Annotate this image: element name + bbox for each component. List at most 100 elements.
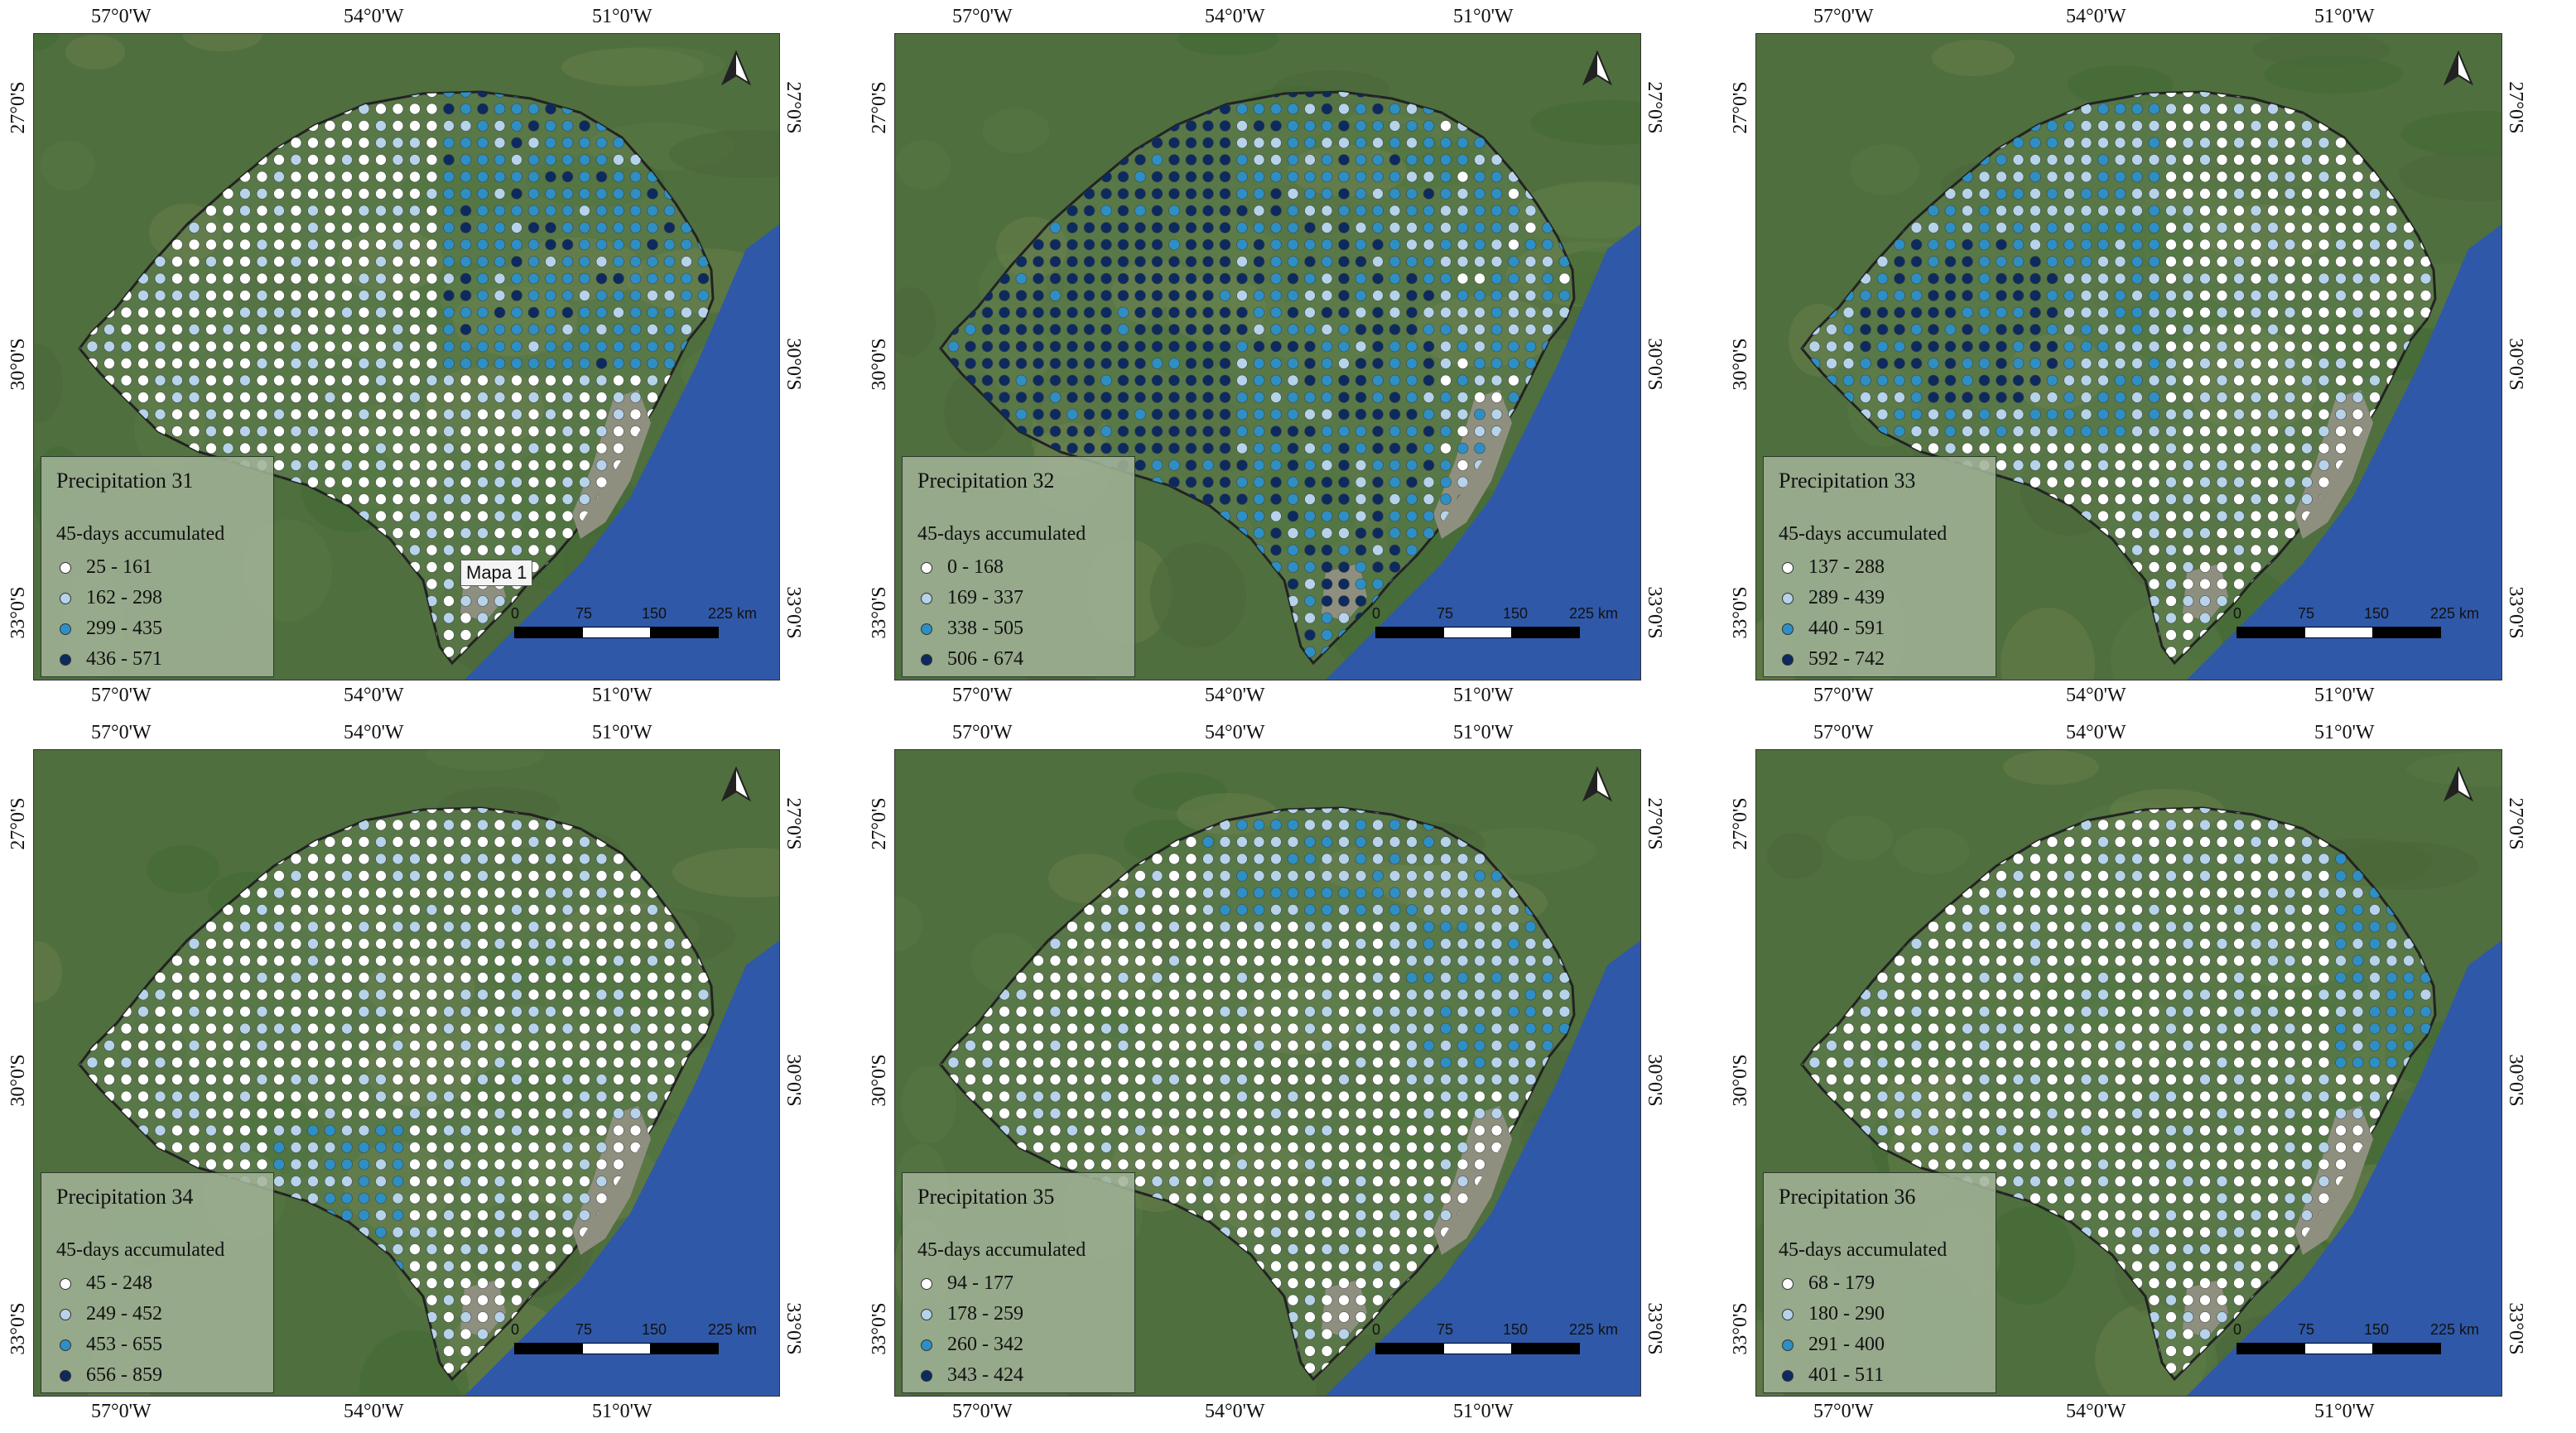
station-point xyxy=(2114,459,2126,471)
legend-class-range: 299 - 435 xyxy=(86,618,162,639)
station-point xyxy=(1423,204,1435,217)
station-point xyxy=(239,238,251,251)
station-point xyxy=(494,476,506,488)
station-point xyxy=(595,222,608,233)
station-point xyxy=(154,1006,166,1017)
station-point xyxy=(137,324,149,335)
station-point xyxy=(1287,222,1299,233)
station-point xyxy=(307,853,319,865)
station-point xyxy=(2148,103,2160,115)
station-point xyxy=(104,358,115,369)
station-point xyxy=(1033,392,1044,403)
station-point xyxy=(1151,222,1163,233)
terrain-texture xyxy=(34,344,63,422)
station-point xyxy=(392,204,404,217)
station-point xyxy=(1202,442,1214,454)
legend-swatch xyxy=(1782,654,1794,666)
station-point xyxy=(511,392,522,403)
station-point xyxy=(358,204,370,217)
station-point xyxy=(1338,408,1350,421)
station-point xyxy=(409,171,421,183)
station-point xyxy=(527,426,540,437)
station-point xyxy=(1067,392,1078,403)
station-point xyxy=(2148,188,2160,200)
map-frame[interactable]: Precipitation 34 45-days accumulated 45 - … xyxy=(33,749,780,1397)
station-point xyxy=(1389,256,1401,267)
map-frame[interactable]: Precipitation 33 45-days accumulated 137 -… xyxy=(1755,33,2502,680)
station-point xyxy=(2216,426,2228,437)
station-point xyxy=(2403,290,2415,301)
station-point xyxy=(663,238,676,251)
station-point xyxy=(1134,408,1146,421)
station-point xyxy=(1440,340,1452,353)
station-point xyxy=(477,171,489,183)
station-point xyxy=(2131,137,2143,149)
station-point xyxy=(1524,272,1537,285)
station-point xyxy=(1185,374,1197,387)
station-point xyxy=(443,137,455,149)
station-point xyxy=(2148,408,2160,421)
station-point xyxy=(1508,358,1519,369)
station-point xyxy=(2165,578,2177,590)
station-point xyxy=(1406,510,1418,522)
station-point xyxy=(1151,358,1163,369)
station-point xyxy=(1015,340,1028,353)
longitude-label: 57°0'W xyxy=(91,6,152,27)
station-point xyxy=(1490,154,1503,166)
station-point xyxy=(460,120,472,132)
station-point xyxy=(2080,290,2092,301)
station-point xyxy=(613,938,624,950)
map-frame[interactable]: Precipitation 32 45-days accumulated 0 - 1… xyxy=(894,33,1641,680)
station-point xyxy=(1440,306,1452,319)
station-point xyxy=(1202,340,1214,353)
station-point xyxy=(2165,595,2177,607)
station-point xyxy=(1355,103,1367,115)
station-point xyxy=(1978,188,1991,200)
station-point xyxy=(1372,306,1384,319)
map-frame[interactable]: Precipitation 31 45-days accumulated 25 - … xyxy=(33,33,780,680)
station-point xyxy=(2403,238,2415,251)
station-point xyxy=(1338,103,1350,115)
station-point xyxy=(205,204,217,217)
station-point xyxy=(1304,561,1316,573)
station-point xyxy=(307,938,319,950)
station-point xyxy=(409,493,421,505)
station-point xyxy=(2131,324,2143,335)
station-point xyxy=(1015,374,1028,387)
station-point xyxy=(392,853,404,865)
station-point xyxy=(1457,238,1469,251)
station-point xyxy=(1389,120,1401,132)
station-point xyxy=(2267,527,2279,539)
station-point xyxy=(2233,544,2245,556)
station-point xyxy=(494,819,506,831)
station-point xyxy=(1860,306,1871,319)
station-point xyxy=(1236,493,1248,505)
station-point xyxy=(375,426,387,437)
station-point xyxy=(1423,476,1435,488)
station-point xyxy=(205,392,217,403)
station-point xyxy=(460,595,472,607)
station-point xyxy=(2097,442,2109,454)
station-point xyxy=(1049,392,1062,403)
station-point xyxy=(2318,204,2330,217)
station-point xyxy=(1304,459,1316,471)
station-point xyxy=(647,204,658,217)
station-point xyxy=(324,154,336,166)
station-point xyxy=(511,408,522,421)
station-point xyxy=(2386,256,2398,267)
station-point xyxy=(2199,120,2211,132)
station-point xyxy=(1236,137,1248,149)
station-point xyxy=(2046,340,2058,353)
station-point xyxy=(460,154,472,166)
station-point xyxy=(2046,324,2058,335)
station-point xyxy=(2335,408,2347,421)
station-point xyxy=(392,272,404,285)
north-arrow-icon xyxy=(721,50,751,87)
station-point xyxy=(2233,306,2245,319)
station-point xyxy=(2148,561,2160,573)
latitude-label: 30°0'S xyxy=(782,338,804,391)
station-point xyxy=(443,921,455,933)
station-point xyxy=(1321,272,1333,285)
latitude-label: 33°0'S xyxy=(2505,586,2526,639)
station-point xyxy=(1168,154,1180,166)
